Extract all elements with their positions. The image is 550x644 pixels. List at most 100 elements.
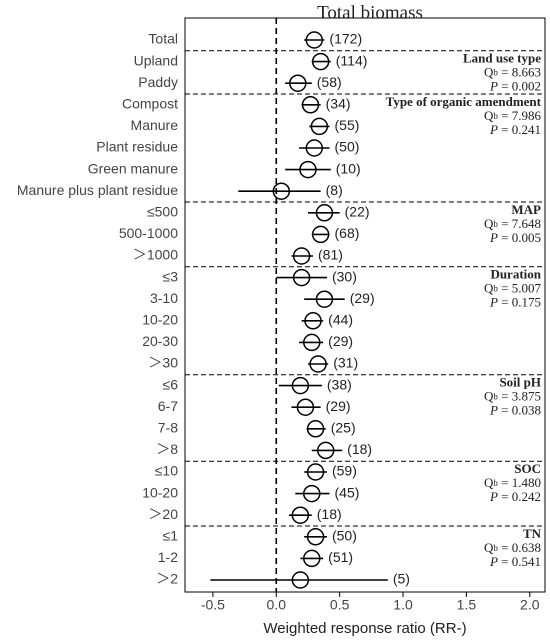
p-part: = 0.038	[498, 403, 541, 418]
qb-part: b	[493, 392, 498, 402]
x-tick-label: 0.0	[267, 597, 287, 613]
effect-marker	[303, 333, 321, 352]
group-name: MAP	[511, 202, 541, 217]
x-axis-label: Weighted response ratio (RR-)	[263, 620, 466, 637]
group-name: TN	[523, 526, 542, 541]
n-label: (68)	[335, 225, 360, 241]
group-qb: Qb = 7.648	[484, 216, 541, 231]
category-label: Manure plus plant residue	[17, 182, 178, 198]
group-name: Soil pH	[499, 375, 541, 390]
n-label: (29)	[326, 398, 351, 414]
n-label: (50)	[335, 139, 360, 155]
n-label: (31)	[333, 355, 358, 371]
effect-marker	[311, 52, 330, 71]
p-part: = 0.002	[498, 79, 541, 94]
group-p: P = 0.541	[489, 554, 541, 569]
group-qb: Qb = 7.986	[484, 108, 541, 123]
group-qb: Qb = 3.875	[484, 389, 541, 404]
qb-part: Q	[484, 475, 494, 490]
effect-marker	[296, 398, 315, 416]
group-p: P = 0.242	[489, 489, 541, 504]
category-label: 3-10	[150, 290, 178, 306]
n-label: (5)	[393, 571, 410, 587]
p-part: P	[489, 79, 498, 94]
p-part: = 0.541	[498, 554, 541, 569]
group-qb: Qb = 8.663	[484, 65, 541, 80]
x-tick-label: 0.5	[330, 597, 350, 613]
group-name: Duration	[490, 267, 541, 282]
effect-marker	[309, 355, 327, 373]
category-label: ＞30	[148, 355, 178, 371]
effect-marker	[311, 225, 330, 244]
x-tick-label: 1.5	[457, 597, 477, 613]
x-tick-label: 1.0	[393, 597, 413, 613]
n-label: (18)	[347, 441, 372, 457]
n-label: (10)	[336, 160, 361, 176]
qb-part: Q	[484, 281, 494, 296]
qb-part: = 7.648	[498, 216, 541, 231]
category-label: Manure	[131, 117, 179, 133]
n-label: (22)	[345, 204, 370, 220]
n-label: (172)	[329, 31, 362, 47]
effect-marker	[304, 312, 322, 330]
p-part: P	[489, 489, 498, 504]
p-part: = 0.175	[498, 295, 541, 310]
category-label: 10-20	[142, 484, 178, 500]
category-label: 1-2	[158, 549, 178, 565]
p-part: = 0.241	[498, 122, 541, 137]
qb-part: Q	[484, 216, 494, 231]
category-label: ≤10	[155, 463, 178, 479]
n-label: (30)	[332, 268, 357, 284]
effect-marker	[305, 139, 324, 157]
category-label: ≤1	[163, 528, 179, 544]
effect-marker	[315, 204, 334, 222]
qb-part: = 5.007	[498, 281, 542, 296]
category-label: 10-20	[142, 312, 178, 328]
category-label: Paddy	[138, 74, 178, 90]
effect-marker	[316, 441, 335, 460]
effect-marker	[291, 571, 310, 589]
category-label: 20-30	[142, 333, 178, 349]
x-tick-label: 2.0	[520, 597, 540, 613]
qb-part: = 0.638	[498, 540, 541, 555]
qb-part: Q	[484, 540, 494, 555]
n-label: (58)	[317, 74, 342, 90]
effect-marker	[289, 74, 307, 92]
category-label: ＞1000	[133, 247, 178, 263]
effect-marker	[291, 376, 310, 395]
qb-part: = 8.663	[498, 65, 541, 80]
group-qb: Qb = 5.007	[484, 281, 541, 296]
group-qb: Qb = 1.480	[484, 475, 541, 490]
category-label: ≤6	[163, 376, 179, 392]
effect-marker	[310, 117, 329, 136]
n-label: (114)	[336, 52, 368, 68]
n-label: (29)	[328, 333, 353, 349]
category-label: Green manure	[88, 160, 178, 176]
n-label: (25)	[331, 420, 356, 436]
p-part: P	[489, 554, 498, 569]
effect-marker	[306, 528, 325, 546]
effect-marker	[315, 290, 334, 308]
group-p: P = 0.038	[489, 403, 541, 418]
qb-part: Q	[484, 108, 494, 123]
qb-part: b	[493, 111, 498, 121]
n-label: (59)	[332, 463, 357, 479]
category-label: Plant residue	[96, 139, 178, 155]
group-p: P = 0.005	[489, 230, 541, 245]
qb-part: = 3.875	[498, 389, 541, 404]
group-name: Land use type	[463, 51, 541, 66]
p-part: = 0.005	[498, 230, 541, 245]
qb-part: = 7.986	[498, 108, 542, 123]
category-label: 500-1000	[119, 225, 178, 241]
category-label: Upland	[134, 52, 178, 68]
group-name: SOC	[514, 461, 541, 476]
category-label: 7-8	[158, 420, 178, 436]
n-label: (55)	[335, 117, 360, 133]
category-label: ＞20	[148, 506, 178, 522]
qb-part: b	[493, 543, 498, 553]
effect-marker	[305, 31, 324, 49]
category-label: 6-7	[158, 398, 178, 414]
qb-part: b	[493, 68, 498, 78]
n-label: (51)	[328, 549, 353, 565]
